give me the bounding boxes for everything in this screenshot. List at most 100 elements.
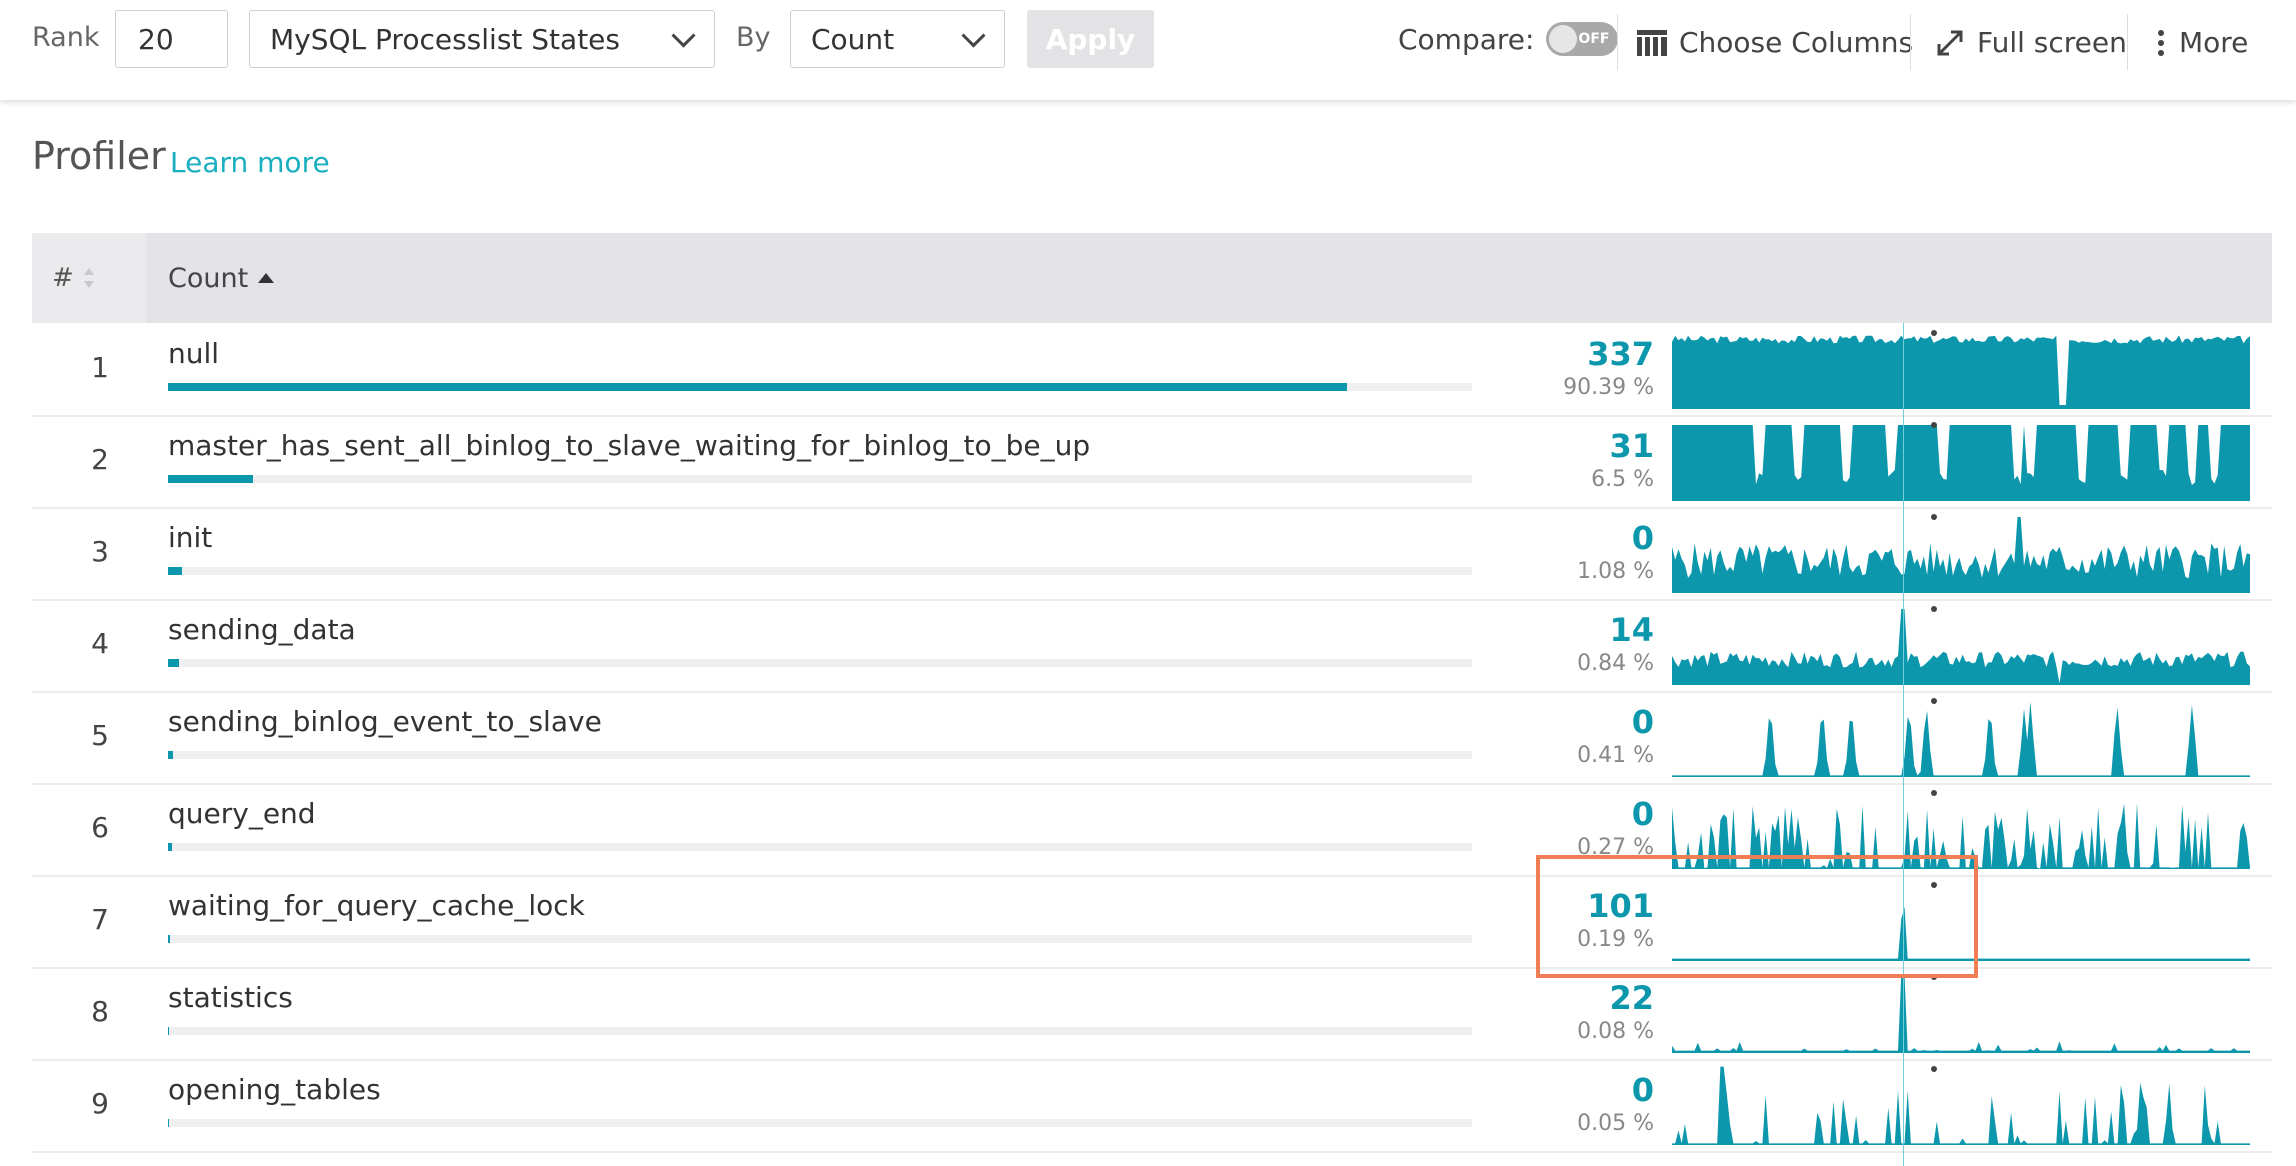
row-rank: 8 bbox=[91, 995, 109, 1028]
row-percent: 0.84 % bbox=[1577, 651, 1654, 676]
share-bar-track bbox=[168, 935, 1472, 943]
table-row[interactable]: 6 query_end 0 0.27 % bbox=[32, 783, 2272, 877]
sparkline-area bbox=[1672, 425, 2250, 501]
sparkline bbox=[1672, 330, 2250, 409]
time-cursor-line bbox=[1903, 323, 1904, 1166]
share-bar-track bbox=[168, 1119, 1472, 1127]
row-percent: 0.19 % bbox=[1577, 927, 1654, 952]
share-bar-track bbox=[168, 751, 1472, 759]
column-header-rank[interactable]: # bbox=[32, 233, 146, 323]
sparkline bbox=[1672, 974, 2250, 1053]
sparkline bbox=[1672, 882, 2250, 961]
row-rank: 6 bbox=[91, 811, 109, 844]
cursor-marker bbox=[1931, 1066, 1937, 1072]
table-header: # Count bbox=[32, 233, 2272, 323]
share-bar-fill bbox=[168, 751, 174, 759]
row-name: query_end bbox=[168, 797, 316, 830]
share-bar-track bbox=[168, 383, 1472, 391]
table-row[interactable]: 5 sending_binlog_event_to_slave 0 0.41 % bbox=[32, 691, 2272, 785]
sparkline-area bbox=[1672, 974, 2250, 1053]
row-value: 0 bbox=[1631, 1071, 1654, 1109]
table-row[interactable]: 2 master_has_sent_all_binlog_to_slave_wai… bbox=[32, 415, 2272, 509]
chevron-down-icon bbox=[671, 23, 696, 48]
row-rank: 7 bbox=[91, 903, 109, 936]
cursor-marker bbox=[1931, 422, 1937, 428]
rank-input[interactable]: 20 bbox=[115, 10, 228, 68]
columns-icon bbox=[1637, 29, 1667, 56]
row-rank: 9 bbox=[91, 1087, 109, 1120]
share-bar-track bbox=[168, 659, 1472, 667]
sparkline bbox=[1672, 790, 2250, 869]
sparkline bbox=[1672, 1066, 2250, 1145]
row-percent: 0.05 % bbox=[1577, 1111, 1654, 1136]
compare-toggle[interactable]: OFF bbox=[1546, 22, 1619, 56]
table-row[interactable]: 3 init 0 1.08 % bbox=[32, 507, 2272, 601]
share-bar-track bbox=[168, 567, 1472, 575]
learn-more-link[interactable]: Learn more bbox=[170, 146, 330, 179]
table-row[interactable]: 9 opening_tables 0 0.05 % bbox=[32, 1059, 2272, 1153]
row-value: 0 bbox=[1631, 703, 1654, 741]
sparkline bbox=[1672, 698, 2250, 777]
row-name: opening_tables bbox=[168, 1073, 381, 1106]
divider bbox=[1617, 14, 1618, 70]
sparkline-area bbox=[1672, 335, 2250, 409]
table-row[interactable]: 1 null 337 90.39 % bbox=[32, 323, 2272, 417]
metric-select[interactable]: MySQL Processlist States bbox=[249, 10, 715, 68]
share-bar-fill bbox=[168, 659, 179, 667]
row-rank: 4 bbox=[91, 627, 109, 660]
column-header-count-label: Count bbox=[168, 262, 249, 294]
row-name: waiting_for_query_cache_lock bbox=[168, 889, 585, 922]
cursor-marker bbox=[1931, 330, 1937, 336]
row-rank: 2 bbox=[91, 443, 109, 476]
share-bar-fill bbox=[168, 843, 172, 851]
by-select[interactable]: Count bbox=[790, 10, 1005, 68]
share-bar-fill bbox=[168, 383, 1347, 391]
row-value: 101 bbox=[1587, 887, 1654, 925]
row-percent: 90.39 % bbox=[1563, 375, 1654, 400]
full-screen-button[interactable]: Full screen bbox=[1935, 26, 2127, 59]
row-value: 14 bbox=[1609, 611, 1654, 649]
cursor-marker bbox=[1931, 882, 1937, 888]
sparkline-area bbox=[1672, 609, 2250, 685]
row-value: 337 bbox=[1587, 335, 1654, 373]
row-value: 0 bbox=[1631, 519, 1654, 557]
sparkline bbox=[1672, 606, 2250, 685]
sparkline bbox=[1672, 514, 2250, 593]
row-percent: 0.41 % bbox=[1577, 743, 1654, 768]
share-bar-fill bbox=[168, 1027, 170, 1035]
row-name: sending_data bbox=[168, 613, 356, 646]
share-bar-fill bbox=[168, 567, 183, 575]
table-row[interactable]: 4 sending_data 14 0.84 % bbox=[32, 599, 2272, 693]
row-rank: 3 bbox=[91, 535, 109, 568]
row-value: 31 bbox=[1609, 427, 1654, 465]
table-row[interactable]: 8 statistics 22 0.08 % bbox=[32, 967, 2272, 1061]
by-select-value: Count bbox=[811, 22, 895, 56]
sort-icon bbox=[83, 268, 94, 288]
share-bar-fill bbox=[168, 1119, 170, 1127]
row-percent: 0.08 % bbox=[1577, 1019, 1654, 1044]
cursor-marker bbox=[1931, 790, 1937, 796]
chevron-down-icon bbox=[961, 23, 986, 48]
sparkline-area bbox=[1672, 1066, 2250, 1145]
table-row[interactable]: 7 waiting_for_query_cache_lock 101 0.19 % bbox=[32, 875, 2272, 969]
sparkline bbox=[1672, 422, 2250, 501]
row-value: 0 bbox=[1631, 795, 1654, 833]
share-bar-track bbox=[168, 843, 1472, 851]
row-name: init bbox=[168, 521, 213, 554]
row-name: sending_binlog_event_to_slave bbox=[168, 705, 602, 738]
highlight-box bbox=[1536, 855, 1978, 978]
sparkline-area bbox=[1672, 701, 2250, 777]
row-value: 22 bbox=[1609, 979, 1654, 1017]
more-vertical-icon bbox=[2158, 29, 2164, 56]
share-bar-fill bbox=[168, 475, 253, 483]
choose-columns-button[interactable]: Choose Columns bbox=[1637, 26, 1913, 59]
toolbar: Rank 20 MySQL Processlist States By Coun… bbox=[0, 0, 2296, 100]
row-name: statistics bbox=[168, 981, 293, 1014]
apply-button[interactable]: Apply bbox=[1027, 10, 1154, 68]
more-label: More bbox=[2179, 26, 2249, 59]
column-header-count[interactable]: Count bbox=[168, 233, 275, 323]
toggle-knob bbox=[1549, 25, 1578, 53]
cursor-marker bbox=[1931, 606, 1937, 612]
more-button[interactable]: More bbox=[2155, 26, 2248, 59]
full-screen-label: Full screen bbox=[1977, 26, 2127, 59]
